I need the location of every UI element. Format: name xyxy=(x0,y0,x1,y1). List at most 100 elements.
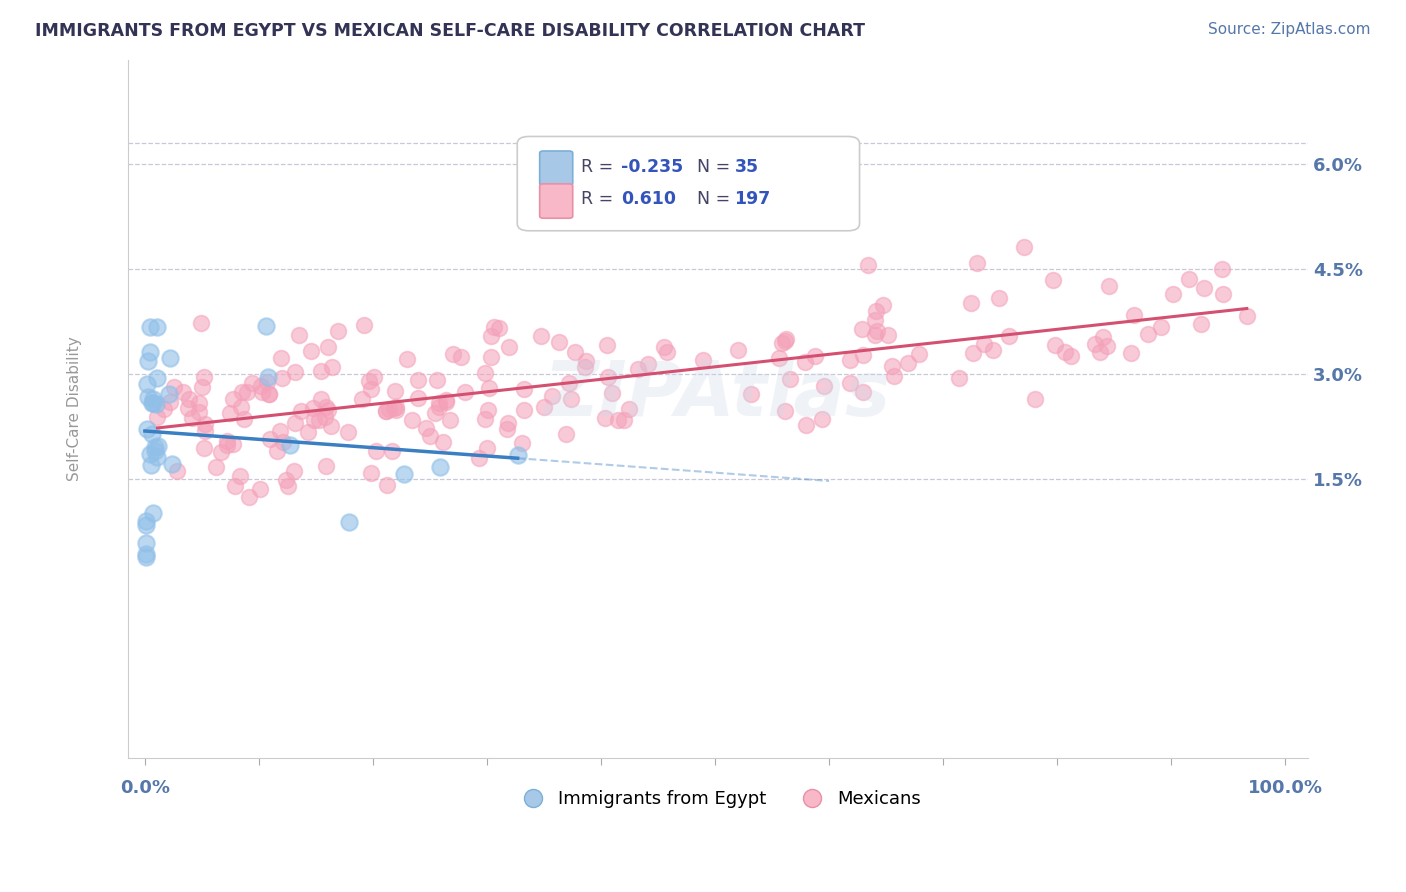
Point xyxy=(299,344,322,359)
Point xyxy=(692,353,714,368)
Point xyxy=(360,382,382,396)
Point xyxy=(474,367,496,381)
Point xyxy=(231,400,253,414)
Point xyxy=(541,389,564,403)
Point xyxy=(326,324,349,338)
Point xyxy=(775,334,797,348)
Point xyxy=(142,395,165,409)
Text: Source: ZipAtlas.com: Source: ZipAtlas.com xyxy=(1208,22,1371,37)
Point xyxy=(250,378,273,392)
Point xyxy=(863,313,886,327)
Point xyxy=(271,434,294,449)
Point xyxy=(146,439,169,453)
Text: R =: R = xyxy=(581,190,619,209)
Point xyxy=(209,445,232,459)
Point xyxy=(740,387,762,401)
Point xyxy=(1123,309,1146,323)
Point xyxy=(811,412,834,426)
Point xyxy=(142,392,165,406)
Point xyxy=(146,370,169,384)
Text: 0.0%: 0.0% xyxy=(120,780,170,797)
Point xyxy=(998,329,1021,343)
Point xyxy=(266,444,288,458)
Point xyxy=(146,320,169,334)
Point xyxy=(232,412,254,426)
Point xyxy=(135,515,157,529)
Point xyxy=(238,490,260,504)
Point xyxy=(852,384,875,399)
Point xyxy=(598,370,620,384)
Text: ZIPAtlas: ZIPAtlas xyxy=(544,358,891,432)
Point xyxy=(454,385,477,400)
Point xyxy=(637,357,659,371)
Point xyxy=(159,395,181,409)
Point xyxy=(353,318,375,332)
Point xyxy=(254,319,277,334)
Point xyxy=(135,535,157,549)
Point xyxy=(439,412,461,426)
Point xyxy=(359,375,381,389)
Point xyxy=(600,386,623,401)
Point xyxy=(593,411,616,425)
Point xyxy=(302,401,325,415)
Point xyxy=(1121,346,1143,360)
Point xyxy=(434,393,457,408)
Point xyxy=(1042,273,1064,287)
Point xyxy=(259,432,281,446)
Point xyxy=(374,403,396,417)
Point xyxy=(1177,272,1199,286)
Point xyxy=(1236,309,1258,323)
Point xyxy=(558,376,581,390)
Point xyxy=(134,547,156,561)
Text: 100.0%: 100.0% xyxy=(1247,780,1323,797)
Point xyxy=(141,458,163,473)
Point xyxy=(381,444,404,458)
Point xyxy=(181,410,204,425)
Point xyxy=(1163,286,1185,301)
Point xyxy=(153,401,176,416)
Point xyxy=(337,425,360,439)
Point xyxy=(804,350,827,364)
Point xyxy=(177,401,200,415)
Point xyxy=(217,438,239,452)
Point xyxy=(337,515,360,529)
Point xyxy=(530,328,553,343)
Text: N =: N = xyxy=(696,158,735,176)
Point xyxy=(257,387,280,401)
Point xyxy=(297,425,319,439)
Point xyxy=(851,321,873,335)
Point xyxy=(897,356,920,370)
Point xyxy=(363,369,385,384)
Point xyxy=(1012,240,1035,254)
Text: N =: N = xyxy=(696,190,735,209)
Point xyxy=(205,459,228,474)
Point xyxy=(960,296,983,310)
FancyBboxPatch shape xyxy=(540,184,572,219)
Point xyxy=(429,460,451,475)
Point xyxy=(406,391,429,405)
Point xyxy=(252,384,274,399)
Point xyxy=(856,259,879,273)
Point xyxy=(188,405,211,419)
Point xyxy=(284,365,307,379)
Point xyxy=(143,444,166,458)
Point xyxy=(468,450,491,465)
Point xyxy=(138,345,160,359)
Point xyxy=(145,450,167,465)
Point xyxy=(607,413,630,427)
Point xyxy=(375,404,398,418)
Point xyxy=(1189,317,1212,331)
Point xyxy=(839,376,862,390)
Point xyxy=(768,351,790,366)
Point xyxy=(1212,286,1234,301)
Point xyxy=(988,291,1011,305)
Point xyxy=(141,427,163,442)
Point xyxy=(495,422,517,436)
Point xyxy=(865,304,887,318)
Point xyxy=(652,340,675,354)
Point xyxy=(973,336,995,351)
Point xyxy=(496,416,519,430)
Point xyxy=(190,316,212,330)
Point xyxy=(574,354,596,368)
Point xyxy=(488,321,510,335)
